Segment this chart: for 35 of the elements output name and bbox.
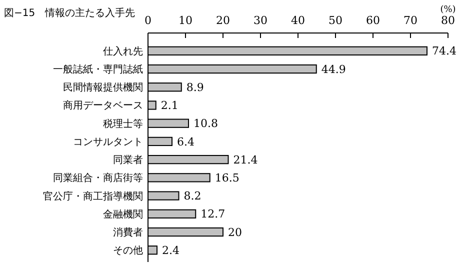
x-tick-label: 70	[404, 14, 418, 27]
y-tick-label: 同業組合・商店街等	[53, 172, 143, 184]
y-tick-label: 民間情報提供機関	[63, 82, 143, 94]
x-tick-label: 30	[254, 14, 268, 27]
x-tick-label: 60	[366, 14, 380, 27]
y-tick-label: 商用データベース	[63, 100, 143, 112]
data-label: 8.2	[184, 190, 202, 203]
data-label: 10.8	[194, 117, 218, 130]
x-tick-label: 10	[178, 14, 192, 27]
x-tick-label: 80	[441, 14, 455, 27]
data-label: 8.9	[186, 80, 204, 94]
x-tick-label: 50	[328, 14, 342, 27]
y-tick-label: 金融機関	[103, 208, 143, 220]
data-label: 2.4	[162, 244, 180, 257]
data-label: 6.4	[177, 135, 194, 148]
y-tick-label: 仕入れ先	[103, 45, 143, 58]
data-label: 12.7	[200, 208, 226, 221]
chart-title: 図−15 情報の主たる入手先	[4, 7, 136, 19]
x-tick-label: 20	[216, 14, 230, 27]
y-tick-label: 官公庁・商工指導機関	[43, 190, 143, 202]
x-tick-label: 40	[291, 14, 305, 27]
y-tick-label: 税理士等	[103, 118, 143, 130]
y-tick-label: 一般誌紙・専門誌紙	[53, 64, 143, 76]
data-label: 21.4	[233, 153, 258, 166]
x-axis-title: (%)	[440, 5, 456, 15]
data-label: 2.1	[160, 99, 178, 112]
data-label: 20	[228, 226, 242, 239]
x-tick-label: 0	[144, 14, 152, 27]
y-tick-label: その他	[113, 244, 143, 257]
y-tick-label: コンサルタント	[73, 136, 143, 148]
data-label: 16.5	[214, 172, 240, 185]
data-label: 44.9	[321, 62, 346, 76]
data-label: 74.4	[432, 44, 456, 58]
y-tick-label: 消費者	[113, 226, 143, 238]
y-tick-label: 同業者	[113, 154, 143, 166]
